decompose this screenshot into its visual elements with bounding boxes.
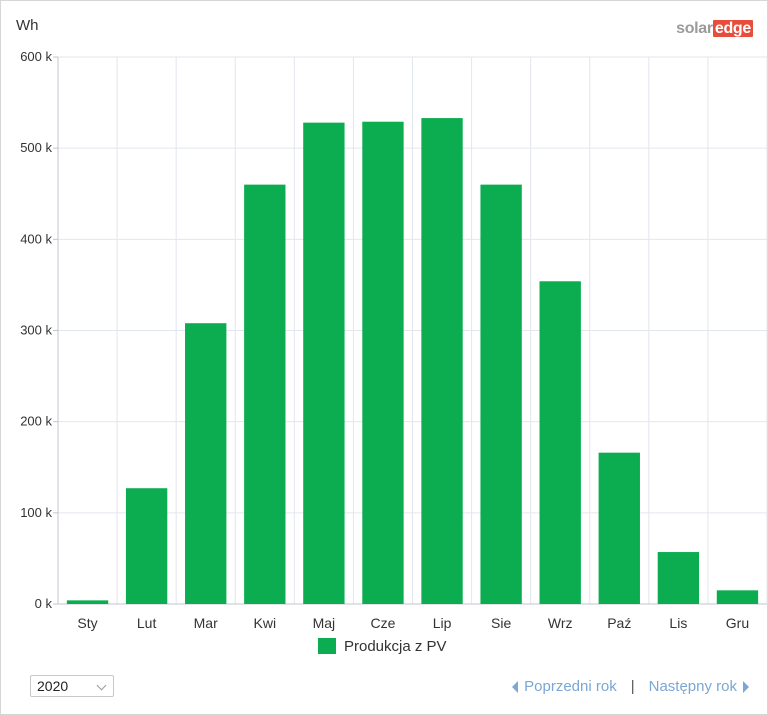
x-tick-label: Paź — [607, 615, 631, 631]
year-navigation: Poprzedni rok | Następny rok — [512, 678, 749, 695]
arrow-right-icon[interactable] — [743, 680, 749, 693]
next-year-link[interactable]: Następny rok — [648, 678, 737, 695]
solaredge-logo: solar edge — [676, 20, 753, 40]
chevron-down-icon — [96, 680, 107, 691]
bar-lis — [657, 552, 700, 604]
x-tick-label: Cze — [371, 615, 396, 631]
year-select[interactable]: 2020 — [30, 675, 114, 697]
bar-kwi — [244, 184, 286, 604]
x-tick-label: Kwi — [254, 615, 277, 631]
x-tick-label: Sty — [77, 615, 97, 631]
bar-mar — [185, 323, 227, 604]
y-tick-label: 200 k — [20, 414, 52, 429]
bar-gru — [716, 590, 759, 604]
bar-wrz — [539, 281, 581, 604]
x-tick-label: Sie — [491, 615, 511, 631]
x-tick-label: Lip — [433, 615, 452, 631]
bar-lut — [125, 488, 168, 604]
legend-swatch — [318, 638, 336, 654]
logo-edge-text: edge — [712, 20, 753, 37]
logo-solar-text: solar — [676, 20, 713, 37]
arrow-left-icon[interactable] — [512, 680, 519, 693]
legend-label: Produkcja z PV — [344, 637, 447, 655]
x-tick-label: Maj — [313, 615, 336, 631]
y-tick-label: 300 k — [20, 323, 52, 338]
bar-maj — [303, 122, 345, 604]
year-select-value: 2020 — [37, 678, 69, 694]
bar-lip — [421, 118, 463, 604]
y-tick-label: 0 k — [35, 596, 53, 611]
bar-sie — [480, 184, 522, 604]
x-tick-label: Wrz — [548, 615, 573, 631]
bar-cze — [362, 121, 404, 604]
legend[interactable]: Produkcja z PV — [318, 637, 447, 655]
x-tick-label: Lut — [137, 615, 157, 631]
x-tick-label: Mar — [194, 615, 218, 631]
nav-separator: | — [630, 678, 635, 695]
bar-sty — [66, 600, 109, 604]
y-axis-unit-label: Wh — [16, 17, 39, 34]
y-tick-label: 100 k — [20, 505, 52, 520]
y-tick-label: 400 k — [20, 231, 52, 246]
y-tick-label: 600 k — [20, 49, 52, 64]
y-tick-label: 500 k — [20, 140, 52, 155]
bar-chart: 0 k 100 k 200 k 300 k 400 k 500 k 600 k Sty Lut M… — [20, 49, 768, 631]
x-tick-label: Gru — [726, 615, 749, 631]
bar-paź — [598, 452, 640, 604]
x-tick-label: Lis — [669, 615, 687, 631]
previous-year-link[interactable]: Poprzedni rok — [524, 678, 617, 695]
